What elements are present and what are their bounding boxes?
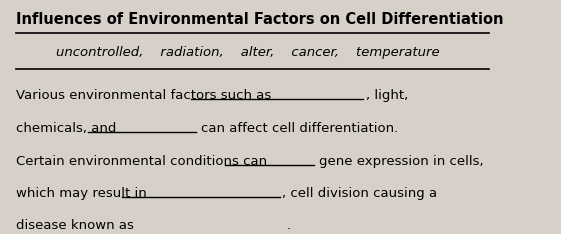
Text: , cell division causing a: , cell division causing a xyxy=(282,187,437,200)
Text: uncontrolled,    radiation,    alter,    cancer,    temperature: uncontrolled, radiation, alter, cancer, … xyxy=(56,46,439,58)
Text: .: . xyxy=(287,219,291,232)
Text: Various environmental factors such as: Various environmental factors such as xyxy=(16,89,272,102)
Text: , light,: , light, xyxy=(366,89,408,102)
Text: chemicals, and: chemicals, and xyxy=(16,122,117,135)
Text: which may result in: which may result in xyxy=(16,187,147,200)
Text: disease known as: disease known as xyxy=(16,219,134,232)
Text: can affect cell differentiation.: can affect cell differentiation. xyxy=(201,122,398,135)
Text: gene expression in cells,: gene expression in cells, xyxy=(319,155,484,168)
Text: Certain environmental conditions can: Certain environmental conditions can xyxy=(16,155,267,168)
Text: Influences of Environmental Factors on Cell Differentiation: Influences of Environmental Factors on C… xyxy=(16,12,504,27)
